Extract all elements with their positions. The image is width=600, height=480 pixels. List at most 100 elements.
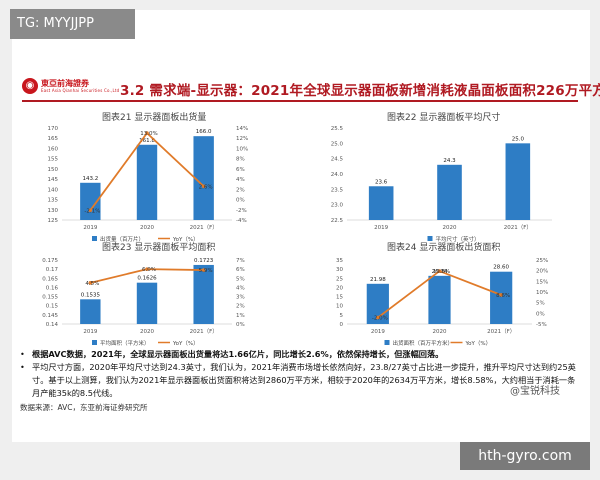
bar [136,282,158,324]
side-watermark: @宝锐科技 [510,386,560,397]
bar [505,143,531,220]
yoy-data-label: 5.9% [199,268,213,274]
y-tick-label: 0.175 [42,258,58,264]
y2-tick-label: 3% [236,295,245,301]
y-tick-label: 0.14 [46,322,59,328]
y-tick-label: 0 [340,322,344,328]
yoy-data-label: 2.6% [199,184,213,190]
y2-tick-label: 12% [236,136,248,142]
yoy-data-label: 8.6% [496,293,510,299]
bullet-icon: • [20,349,25,359]
y-tick-label: 24.0 [331,172,344,178]
y2-tick-label: 0% [236,322,245,328]
x-tick-label: 2021（F） [504,224,532,231]
chart-22: 22.5 23.0 23.5 24.0 24.5 25.0 25.5 23.6 24.3 25.0… [331,126,552,243]
title-rule [22,100,578,102]
chart-22-title: 图表22 显示器面板平均尺寸 [387,113,501,123]
chart-21-title: 图表21 显示器面板出货量 [102,113,207,123]
logo-icon: ◉ [22,78,38,94]
legend-label: YoY（%） [172,236,199,243]
bar [193,136,214,220]
yoy-point [201,184,206,189]
y-tick-label: 145 [48,177,59,183]
y-tick-label: 125 [48,218,59,224]
yoy-data-label: 4.5% [85,281,99,287]
bar-data-label: 0.1626 [137,276,157,282]
y2-tick-label: 20% [536,269,548,275]
chart-24: 05101520253035-5%0%5%10%15%20%25%21.9826… [336,258,548,347]
x-tick-label: 2020 [140,329,154,335]
note-2-text: 平均尺寸方面，2020年平均尺寸达到24.3英寸，我们认为，2021年消费市场增… [32,362,576,398]
x-tick-label: 2020 [433,329,447,335]
y-tick-label: 130 [48,208,59,214]
note-2: • 平均尺寸方面，2020年平均尺寸达到24.3英寸，我们认为，2021年消费市… [20,361,580,400]
y-tick-label: 22.5 [331,218,344,224]
y2-tick-label: 6% [236,167,245,173]
y-tick-label: 0.16 [46,285,59,291]
yoy-point [145,131,149,135]
y2-tick-label: 7% [236,258,245,264]
notes: • 根据AVC数据，2021年，全球显示器面板出货量将达1.66亿片，同比增长2… [20,348,580,400]
bar [80,182,101,220]
y2-tick-label: 4% [236,177,245,183]
chart-23: 0.14 0.145 0.15 0.155 0.16 0.165 0.17 0.175 0% 1%… [42,258,245,347]
y-tick-label: 23.5 [331,187,344,193]
yoy-point [376,315,380,320]
legend-label: 平均面积（平方米） [100,339,150,347]
legend-swatch-bar [384,340,390,345]
y-tick-label: 25 [336,276,343,282]
y2-tick-label: 8% [236,157,245,163]
y2-tick-label: 4% [236,285,245,291]
legend-swatch-bar [92,340,97,345]
bar-data-label: 166.0 [196,129,212,135]
y-tick-label: 25.5 [331,126,344,132]
bar [80,299,101,324]
y2-tick-label: 1% [236,313,245,319]
y-tick-label: 135 [48,198,59,204]
legend-label: 出货面积（百万平方米） [393,339,454,347]
bottom-watermark: hth-gyro.com [460,442,590,470]
y2-tick-label: 25% [536,258,548,264]
bar [193,264,214,324]
y2-tick-label: 2% [236,187,245,193]
y-tick-label: 0.165 [42,276,58,282]
x-tick-label: 2021（F） [190,328,218,335]
bar-data-label: 23.6 [375,179,388,185]
yoy-data-label: -2.0% [372,316,388,322]
x-tick-label: 2019 [371,329,385,335]
y2-tick-label: -4% [236,218,247,224]
yoy-point [499,293,503,297]
bar-data-label: 24.3 [443,158,456,164]
y2-tick-label: 0% [536,311,545,317]
bar-data-label: 143.2 [82,176,98,182]
company-logo: ◉ 東亞前海證券 East Asia Qianhai Securities Co… [22,73,119,99]
y-tick-label: 160 [48,146,59,152]
legend-swatch-bar [427,236,433,241]
chart-21: 125 130 135 140 145 150 155 160 165 170 -4% -2% 0% 2%… [48,126,249,243]
bar [368,186,394,220]
y-tick-label: 10 [336,304,343,310]
y2-tick-label: 6% [236,267,245,273]
y-tick-label: 0.17 [46,267,59,273]
bar [428,275,451,324]
logo-name: 東亞前海證券 [41,79,89,88]
y-tick-label: 140 [48,187,59,193]
legend-swatch-bar [92,236,97,241]
yoy-data-label: 13.0% [140,131,157,137]
bar-data-label: 25.0 [512,136,525,142]
yoy-point [201,268,206,272]
yoy-data-label: 19.8% [433,269,450,275]
top-watermark: TG: MYYJJPP [10,9,135,39]
yoy-point [145,267,149,271]
y-tick-label: 0.145 [42,313,58,319]
y-tick-label: 170 [48,126,59,132]
y-tick-label: 15 [336,295,343,301]
x-tick-label: 2020 [140,225,154,231]
y-tick-label: 165 [48,136,59,142]
bar [437,164,462,220]
y2-tick-label: -5% [536,322,547,328]
x-tick-label: 2019 [83,225,97,231]
legend-label: YoY（%） [465,340,492,347]
yoy-point [88,208,93,213]
yoy-point [88,281,93,285]
